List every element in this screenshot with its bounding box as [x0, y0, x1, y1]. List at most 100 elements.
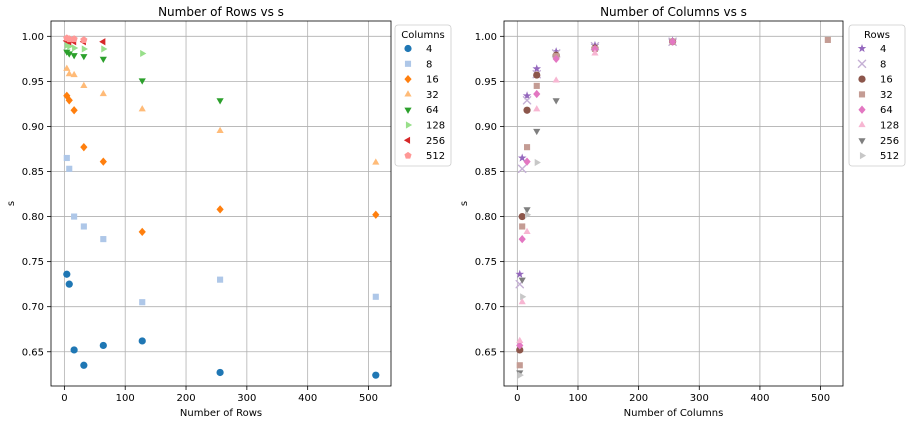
x-tick-label: 500: [359, 393, 378, 404]
data-point: [80, 143, 88, 152]
legend-label: 128: [880, 121, 899, 132]
legend-marker: [404, 90, 412, 97]
chart-title: Number of Rows vs s: [158, 5, 284, 19]
y-tick-label: 0.70: [475, 302, 497, 313]
data-point: [80, 81, 88, 88]
data-point: [216, 98, 224, 105]
data-point: [372, 293, 379, 300]
legend-label: 256: [426, 136, 445, 147]
plot-area-frame: [50, 20, 392, 387]
y-tick-label: 0.90: [475, 122, 497, 133]
data-point: [517, 371, 524, 379]
y-tick-label: 0.70: [22, 302, 44, 313]
x-tick-label: 400: [298, 393, 317, 404]
data-point: [824, 36, 831, 43]
legend-marker: [403, 136, 411, 144]
y-tick-label: 0.80: [475, 212, 497, 223]
legend-marker: [857, 59, 867, 69]
data-point: [216, 368, 224, 377]
y-tick-label: 0.65: [22, 347, 44, 358]
x-tick-label: 100: [568, 393, 587, 404]
data-point: [523, 227, 531, 234]
legend-marker: [859, 152, 867, 160]
legend-label: 256: [880, 136, 899, 147]
y-axis-label: s: [6, 201, 17, 206]
y-tick-label: 1.00: [22, 32, 44, 43]
x-tick-label: 400: [750, 393, 769, 404]
legend-box: [394, 24, 452, 167]
y-tick-label: 0.95: [22, 77, 44, 88]
data-point: [80, 54, 88, 61]
legend-label: 128: [426, 121, 445, 132]
data-point: [523, 157, 531, 166]
y-tick-label: 0.95: [475, 77, 497, 88]
legend-marker: [858, 105, 866, 114]
data-point: [65, 35, 73, 43]
chart-panel-left: 0 100 200 300 400 500 0.65 0.70 0.75 0.80 0.85 0.90…: [6, 5, 452, 419]
data-point: [216, 205, 224, 214]
data-point: [71, 213, 78, 220]
data-point: [523, 106, 531, 114]
data-point: [99, 341, 107, 350]
y-tick-label: 0.85: [475, 167, 497, 178]
data-point: [70, 106, 78, 115]
y-tick-label: 0.85: [22, 167, 44, 178]
legend-marker: [404, 44, 412, 53]
data-point: [534, 158, 541, 167]
data-point: [518, 234, 526, 244]
data-point: [100, 236, 107, 243]
data-point: [552, 54, 560, 63]
data-point: [66, 165, 73, 172]
x-tick-label: 0: [61, 393, 67, 404]
data-point: [515, 269, 525, 278]
data-point: [518, 298, 526, 305]
data-point: [80, 223, 87, 230]
data-point: [518, 212, 526, 221]
data-point: [524, 211, 532, 219]
legend-label: 32: [880, 90, 893, 101]
plot-area-frame: [503, 20, 844, 387]
data-point: [668, 37, 677, 46]
x-tick-label: 500: [811, 393, 830, 404]
data-point: [70, 70, 78, 78]
y-tick-label: 0.75: [475, 257, 497, 268]
x-tick-label: 200: [629, 393, 648, 404]
y-tick-label: 1.00: [475, 32, 497, 43]
data-point: [552, 98, 560, 105]
legend-marker: [858, 91, 866, 98]
data-point: [72, 44, 79, 52]
data-point: [552, 76, 560, 83]
chart-title: Number of Columns vs s: [600, 5, 747, 19]
legend-marker: [858, 120, 866, 128]
y-tick-label: 0.65: [475, 347, 497, 358]
data-point: [65, 70, 73, 77]
data-point: [516, 346, 524, 354]
data-point: [99, 89, 107, 97]
data-point: [533, 105, 541, 112]
data-point: [591, 44, 599, 54]
legend-label: 64: [426, 105, 439, 116]
y-tick-label: 0.90: [22, 122, 44, 133]
x-axis-label: Number of Rows: [180, 408, 262, 419]
data-point: [517, 153, 527, 162]
y-tick-label: 0.80: [22, 212, 44, 223]
data-point: [81, 45, 88, 53]
data-point: [516, 341, 524, 350]
legend-label: 64: [880, 105, 893, 116]
data-point: [516, 362, 523, 369]
legend-label: 512: [426, 151, 445, 162]
legend-title: Columns: [401, 30, 445, 41]
data-point: [138, 337, 146, 345]
x-tick-label: 0: [514, 393, 520, 404]
data-point: [533, 89, 541, 99]
legend-marker: [857, 44, 867, 53]
y-axis-label: s: [459, 201, 470, 206]
legend-label: 8: [880, 59, 886, 70]
legend-label: 16: [880, 75, 893, 86]
legend-label: 16: [426, 75, 439, 86]
data-point: [523, 144, 531, 151]
data-point: [138, 227, 146, 237]
data-point: [532, 64, 542, 73]
legend-marker: [404, 74, 412, 84]
